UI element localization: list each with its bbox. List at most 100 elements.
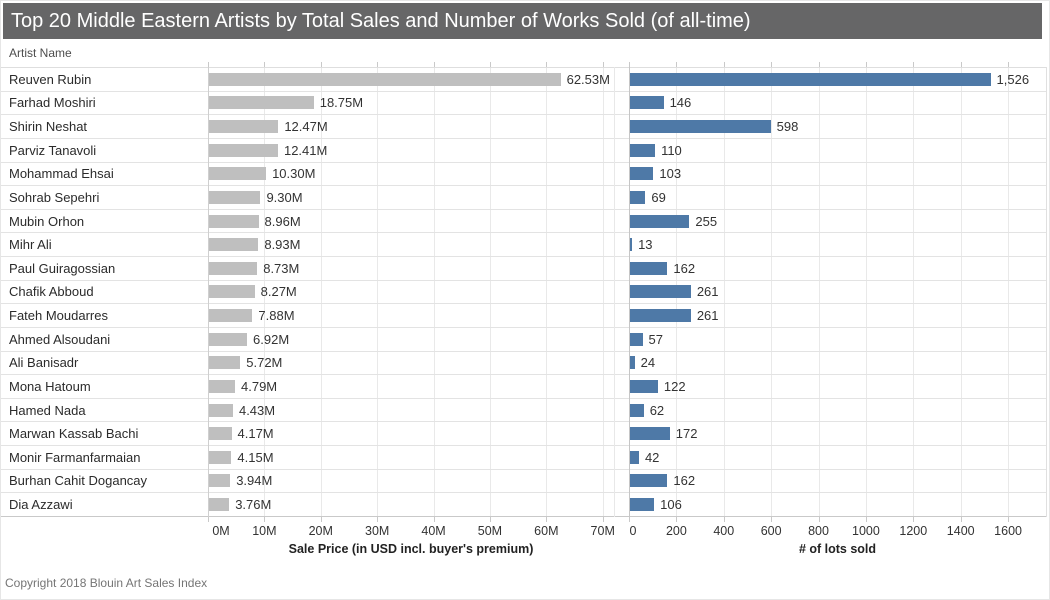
artist-name[interactable]: Mubin Orhon	[9, 213, 85, 229]
panel-gap	[614, 186, 629, 209]
table-row: Chafik Abboud 8.27M 261	[1, 281, 1046, 305]
lots-bar[interactable]	[629, 403, 644, 417]
sales-bar[interactable]	[208, 379, 235, 393]
lots-bar[interactable]	[629, 474, 668, 488]
sales-bar[interactable]	[208, 190, 261, 204]
lots-bar-cell: 146	[629, 92, 1046, 115]
sales-bar-cell: 4.43M	[208, 399, 614, 422]
sales-bar[interactable]	[208, 285, 255, 299]
panel-gap	[614, 399, 629, 422]
tick-mark	[676, 517, 678, 522]
sales-value: 8.93M	[264, 237, 301, 253]
sales-bar[interactable]	[208, 120, 279, 134]
artist-name[interactable]: Monir Farmanfarmaian	[9, 449, 141, 465]
lots-bar[interactable]	[629, 261, 668, 275]
artist-name[interactable]: Ali Banisadr	[9, 355, 79, 371]
table-row: Ahmed Alsoudani 6.92M 57	[1, 328, 1046, 352]
lots-bar[interactable]	[629, 332, 643, 346]
sales-axis-bottom-ticks	[208, 517, 614, 522]
axis-tick-label: 0	[629, 524, 637, 538]
artist-name[interactable]: Dia Azzawi	[9, 497, 73, 513]
artist-name[interactable]: Reuven Rubin	[9, 71, 92, 87]
sales-value: 12.47M	[284, 119, 328, 135]
lots-value: 162	[673, 473, 696, 489]
lots-bar-cell: 62	[629, 399, 1046, 422]
lots-bar[interactable]	[629, 190, 646, 204]
tick-mark	[208, 517, 209, 522]
lots-bar[interactable]	[629, 356, 635, 370]
lots-value: 122	[663, 378, 686, 394]
lots-bar[interactable]	[629, 214, 690, 228]
table-row: Shirin Neshat 12.47M 598	[1, 115, 1046, 139]
panel-gap	[614, 281, 629, 304]
sales-bar[interactable]	[208, 238, 259, 252]
sales-bar-cell: 8.93M	[208, 233, 614, 256]
sales-bar[interactable]	[208, 332, 248, 346]
sales-bar[interactable]	[208, 403, 233, 417]
table-row: Mihr Ali 8.93M 13	[1, 233, 1046, 257]
sales-bar[interactable]	[208, 96, 314, 110]
sales-axis-title: Sale Price (in USD incl. buyer's premium…	[288, 542, 534, 556]
sales-bar[interactable]	[208, 261, 258, 275]
sales-value: 5.72M	[246, 355, 283, 371]
lots-bar[interactable]	[629, 450, 639, 464]
tick-mark	[377, 517, 379, 522]
artist-name[interactable]: Burhan Cahit Dogancay	[9, 473, 148, 489]
sales-bar[interactable]	[208, 427, 232, 441]
artist-name[interactable]: Hamed Nada	[9, 402, 86, 418]
sales-bar[interactable]	[208, 143, 278, 157]
lots-bar[interactable]	[629, 309, 691, 323]
table-row: Sohrab Sepehri 9.30M 69	[1, 186, 1046, 210]
sales-bar-cell: 6.92M	[208, 328, 614, 351]
sales-bar[interactable]	[208, 474, 231, 488]
artist-name[interactable]: Mona Hatoum	[9, 378, 91, 394]
artist-name[interactable]: Farhad Moshiri	[9, 95, 96, 111]
axis-tick-label: 400	[713, 524, 735, 538]
sales-bar[interactable]	[208, 214, 259, 228]
lots-bar[interactable]	[629, 72, 991, 86]
sales-bar-cell: 10.30M	[208, 163, 614, 186]
sales-bar[interactable]	[208, 450, 232, 464]
sales-value: 6.92M	[253, 331, 290, 347]
artist-name[interactable]: Mohammad Ehsai	[9, 166, 114, 182]
sales-value: 9.30M	[266, 189, 303, 205]
artist-name[interactable]: Ahmed Alsoudani	[9, 331, 111, 347]
sales-bar[interactable]	[208, 72, 561, 86]
sales-bar[interactable]	[208, 498, 230, 512]
lots-bar[interactable]	[629, 427, 670, 441]
tick-mark	[960, 517, 962, 522]
sales-value: 18.75M	[319, 95, 364, 111]
artist-name[interactable]: Paul Guiragossian	[9, 260, 116, 276]
lots-bar[interactable]	[629, 120, 771, 134]
lots-bar[interactable]	[629, 167, 654, 181]
artist-name[interactable]: Chafik Abboud	[9, 284, 94, 300]
lots-value: 598	[776, 119, 799, 135]
lots-bar-cell: 42	[629, 446, 1046, 469]
sales-bar[interactable]	[208, 309, 253, 323]
artist-name[interactable]: Sohrab Sepehri	[9, 189, 100, 205]
panel-gap	[614, 163, 629, 186]
sales-value: 62.53M	[566, 71, 610, 87]
lots-bar[interactable]	[629, 96, 664, 110]
tick-mark	[913, 517, 915, 522]
artist-name[interactable]: Fateh Moudarres	[9, 308, 108, 324]
sales-bar-cell: 12.47M	[208, 115, 614, 138]
artist-name[interactable]: Shirin Neshat	[9, 119, 88, 135]
sales-bar[interactable]	[208, 356, 241, 370]
lots-value: 255	[695, 213, 718, 229]
lots-bar[interactable]	[629, 285, 691, 299]
lots-value: 162	[673, 260, 696, 276]
artist-name[interactable]: Marwan Kassab Bachi	[9, 426, 139, 442]
artist-name[interactable]: Parviz Tanavoli	[9, 142, 97, 158]
lots-bar[interactable]	[629, 143, 656, 157]
sales-value: 8.73M	[263, 260, 300, 276]
lots-value: 146	[669, 95, 692, 111]
lots-bar[interactable]	[629, 498, 655, 512]
lots-bar[interactable]	[629, 238, 633, 252]
sales-value: 3.76M	[235, 497, 272, 513]
sales-bar[interactable]	[208, 167, 267, 181]
lots-bar-cell: 103	[629, 163, 1046, 186]
artist-name[interactable]: Mihr Ali	[9, 237, 52, 253]
lots-bar[interactable]	[629, 379, 658, 393]
panel-gap	[614, 115, 629, 138]
